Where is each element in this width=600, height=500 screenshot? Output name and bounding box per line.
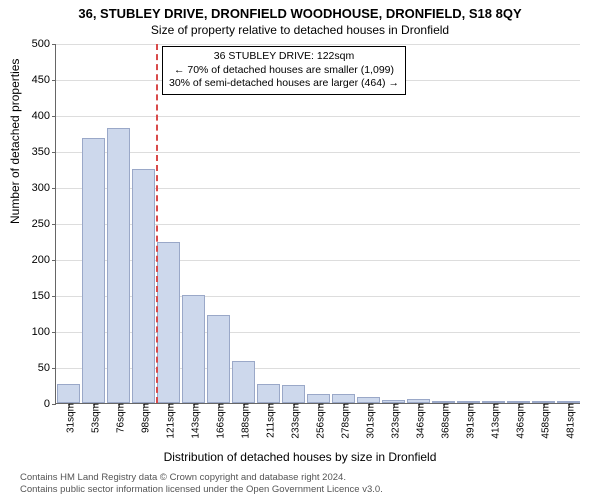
histogram-bar: [307, 394, 331, 403]
histogram-bar: [157, 242, 181, 403]
y-axis-title: Number of detached properties: [8, 59, 22, 224]
histogram-bar: [107, 128, 131, 403]
x-tick-label: 323sqm: [386, 403, 401, 439]
y-tick-mark: [52, 368, 56, 369]
histogram-bar: [257, 384, 281, 403]
grid-line: [56, 116, 580, 117]
x-tick-label: 436sqm: [511, 403, 526, 439]
x-tick-label: 166sqm: [211, 403, 226, 439]
x-tick-label: 53sqm: [86, 403, 101, 433]
histogram-bar: [282, 385, 306, 403]
x-tick-label: 346sqm: [411, 403, 426, 439]
x-axis-title: Distribution of detached houses by size …: [0, 450, 600, 464]
y-tick-mark: [52, 116, 56, 117]
histogram-plot: 05010015020025030035040045050031sqm53sqm…: [55, 44, 580, 404]
page-title-line2: Size of property relative to detached ho…: [0, 21, 600, 41]
y-tick-mark: [52, 404, 56, 405]
y-tick-mark: [52, 332, 56, 333]
histogram-bar: [82, 138, 106, 403]
reference-line: [156, 44, 158, 403]
histogram-bar: [132, 169, 156, 403]
x-tick-label: 188sqm: [236, 403, 251, 439]
y-tick-mark: [52, 296, 56, 297]
x-tick-label: 143sqm: [186, 403, 201, 439]
annotation-line3: 30% of semi-detached houses are larger (…: [169, 77, 399, 91]
x-tick-label: 301sqm: [361, 403, 376, 439]
y-tick-mark: [52, 224, 56, 225]
chart-area: 05010015020025030035040045050031sqm53sqm…: [55, 44, 580, 404]
y-tick-mark: [52, 188, 56, 189]
histogram-bar: [232, 361, 256, 403]
x-tick-label: 76sqm: [111, 403, 126, 433]
histogram-bar: [207, 315, 231, 403]
y-tick-mark: [52, 260, 56, 261]
y-tick-mark: [52, 152, 56, 153]
footer-line1: Contains HM Land Registry data © Crown c…: [20, 472, 383, 484]
x-tick-label: 98sqm: [136, 403, 151, 433]
annotation-line2: ← 70% of detached houses are smaller (1,…: [169, 64, 399, 78]
x-tick-label: 458sqm: [536, 403, 551, 439]
x-tick-label: 481sqm: [561, 403, 576, 439]
y-tick-mark: [52, 80, 56, 81]
grid-line: [56, 44, 580, 45]
histogram-bar: [57, 384, 81, 403]
histogram-bar: [332, 394, 356, 403]
x-tick-label: 413sqm: [486, 403, 501, 439]
y-tick-mark: [52, 44, 56, 45]
footer-attribution: Contains HM Land Registry data © Crown c…: [20, 472, 383, 496]
x-tick-label: 278sqm: [336, 403, 351, 439]
page-title-line1: 36, STUBLEY DRIVE, DRONFIELD WOODHOUSE, …: [0, 0, 600, 21]
x-tick-label: 31sqm: [61, 403, 76, 433]
x-tick-label: 211sqm: [261, 403, 276, 438]
x-tick-label: 391sqm: [461, 403, 476, 439]
x-tick-label: 121sqm: [161, 403, 176, 439]
grid-line: [56, 152, 580, 153]
footer-line2: Contains public sector information licen…: [20, 484, 383, 496]
histogram-bar: [182, 295, 206, 403]
x-tick-label: 256sqm: [311, 403, 326, 439]
annotation-line1: 36 STUBLEY DRIVE: 122sqm: [169, 50, 399, 64]
x-tick-label: 233sqm: [286, 403, 301, 439]
annotation-box: 36 STUBLEY DRIVE: 122sqm← 70% of detache…: [162, 46, 406, 95]
x-tick-label: 368sqm: [436, 403, 451, 439]
